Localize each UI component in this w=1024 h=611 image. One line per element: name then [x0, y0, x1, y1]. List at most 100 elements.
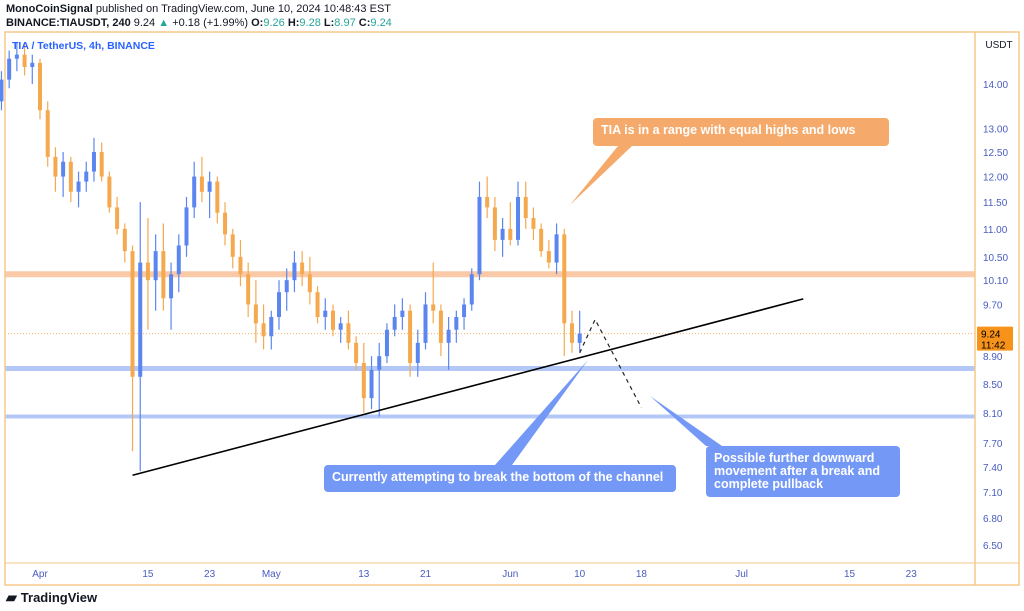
last-price: 9.24 [133, 17, 156, 29]
callout-pointer-channel [495, 360, 588, 465]
candle-body [500, 228, 505, 240]
time-tick-label: 21 [420, 569, 432, 580]
candle-body [431, 304, 436, 311]
candle-body [408, 310, 413, 363]
candle-body [292, 262, 297, 281]
candle-body [230, 234, 235, 257]
time-tick-label: 15 [844, 569, 856, 580]
candle-body [38, 62, 42, 111]
candle-body [246, 274, 251, 305]
candle-body [415, 342, 420, 363]
candle-body [76, 181, 81, 192]
candle-body [438, 310, 443, 343]
price-tick-label: 8.90 [983, 352, 1003, 363]
high-value: 9.28 [299, 17, 321, 29]
candle-body [61, 161, 66, 177]
chart-title: TIA / TetherUS, 4h, BINANCE [12, 40, 155, 52]
candle-body [145, 262, 150, 281]
candle-body [300, 262, 305, 275]
candle-body [462, 304, 467, 317]
candle-body [45, 110, 50, 157]
tradingview-logo[interactable]: ▰ TradingView [6, 589, 97, 606]
price-tick-label: 11.00 [983, 225, 1008, 236]
candle-body [107, 176, 112, 208]
candle-body [14, 54, 19, 59]
candle-body [446, 329, 451, 343]
price-tick-label: 10.50 [983, 253, 1008, 264]
candle-body [0, 79, 4, 102]
candle-body [176, 245, 181, 275]
time-tick-label: 23 [204, 569, 216, 580]
low-value: 8.97 [334, 17, 356, 29]
candle-body [192, 176, 197, 208]
candle-body [130, 251, 135, 377]
price-tick-label: 6.50 [983, 541, 1003, 552]
candle-body [223, 212, 228, 235]
candle-body [184, 207, 189, 246]
candle-body [546, 251, 551, 263]
price-tick-label: 10.10 [983, 276, 1008, 287]
time-tick-label: 15 [142, 569, 154, 580]
candle-body [392, 316, 397, 330]
candle-body [115, 207, 120, 229]
author[interactable]: MonoCoinSignal [6, 3, 93, 15]
candle-body [238, 256, 243, 275]
candle-body [454, 316, 459, 330]
annotation-downward-movement: Possible further downward movement after… [706, 446, 900, 497]
candle-body [99, 152, 104, 177]
candle-body [91, 152, 96, 172]
candle-body [330, 310, 335, 330]
candle-body [30, 62, 35, 67]
candle-countdown: 11:42 [981, 341, 1006, 352]
candle-body [354, 342, 359, 363]
price-tick-label: 12.50 [983, 148, 1008, 159]
candle-body [338, 323, 343, 330]
candle-body [539, 228, 544, 252]
price-tick-label: 7.10 [983, 488, 1003, 499]
candle-body [161, 251, 166, 299]
candle-body [53, 156, 58, 177]
price-tick-label: 12.00 [983, 173, 1008, 184]
time-tick-label: Jun [502, 569, 518, 580]
candle-body [400, 310, 405, 317]
candle-body [84, 171, 89, 182]
close-label: C: [358, 17, 371, 29]
projection-path [579, 318, 642, 408]
price-tick-label: 7.40 [983, 463, 1003, 474]
candle-body [169, 274, 174, 299]
candle-body [323, 310, 328, 317]
open-label: O: [251, 17, 264, 29]
time-tick-label: Jul [735, 569, 748, 580]
annotation-range: TIA is in a range with equal highs and l… [593, 118, 889, 146]
candle-body [577, 333, 582, 343]
price-tick-label: 14.00 [983, 80, 1008, 91]
price-tick-label: 11.50 [983, 198, 1008, 209]
price-tick-label: 8.10 [983, 409, 1003, 420]
time-tick-label: 18 [636, 569, 648, 580]
candle-body [531, 218, 536, 229]
callout-pointer-downward [650, 396, 722, 446]
candle-body [207, 181, 212, 192]
annotation-channel-break: Currently attempting to break the bottom… [324, 465, 676, 492]
low-label: L: [323, 17, 335, 29]
candle-body [22, 54, 27, 67]
price-change: +0.18 (+1.99%) [172, 17, 249, 29]
candle-body [423, 304, 428, 343]
price-tick-label: 13.00 [983, 124, 1008, 135]
currency-label[interactable]: USDT [985, 40, 1013, 51]
open-value: 9.26 [263, 17, 285, 29]
candle-body [477, 196, 482, 275]
close-value: 9.24 [370, 17, 392, 29]
candle-body [508, 228, 513, 240]
candle-body [138, 262, 143, 377]
time-tick-label: May [262, 569, 281, 580]
trendline [132, 298, 804, 477]
publish-info: MonoCoinSignal published on TradingView.… [6, 3, 391, 15]
candle-body [7, 58, 12, 80]
chart-frame [4, 31, 1020, 586]
symbol-info: BINANCE:TIAUSDT, 240 9.24 ▲ +0.18 (+1.99… [6, 17, 392, 29]
candle-body [523, 196, 528, 219]
tradingview-icon: ▰ [6, 589, 17, 605]
triangle-up-icon: ▲ [158, 17, 170, 29]
